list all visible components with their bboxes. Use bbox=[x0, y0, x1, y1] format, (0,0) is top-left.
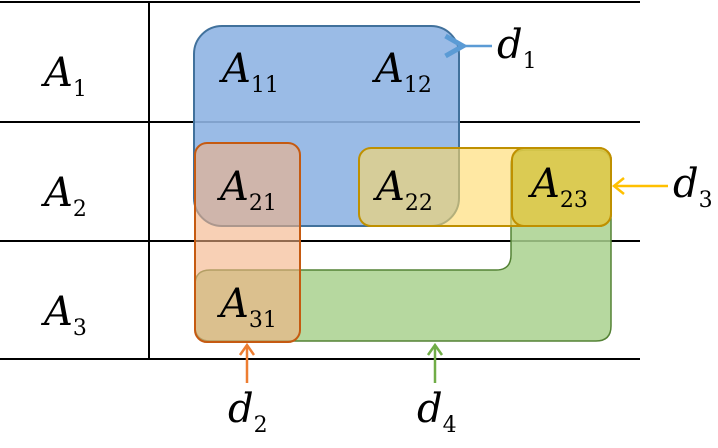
row-label-a1: A1 bbox=[40, 50, 87, 102]
row-label-a2: A2 bbox=[40, 170, 87, 222]
group-label-d2: d2 bbox=[228, 386, 268, 438]
group-d3-pointer: d3 bbox=[614, 161, 713, 213]
group-label-d4: d4 bbox=[417, 386, 457, 438]
group-label-d3: d3 bbox=[673, 161, 713, 213]
group-d1-pointer: d1 bbox=[463, 22, 537, 74]
group-label-d1: d1 bbox=[497, 22, 537, 74]
row-label-a3: A3 bbox=[40, 289, 87, 341]
cell-a23-highlight bbox=[512, 148, 611, 226]
